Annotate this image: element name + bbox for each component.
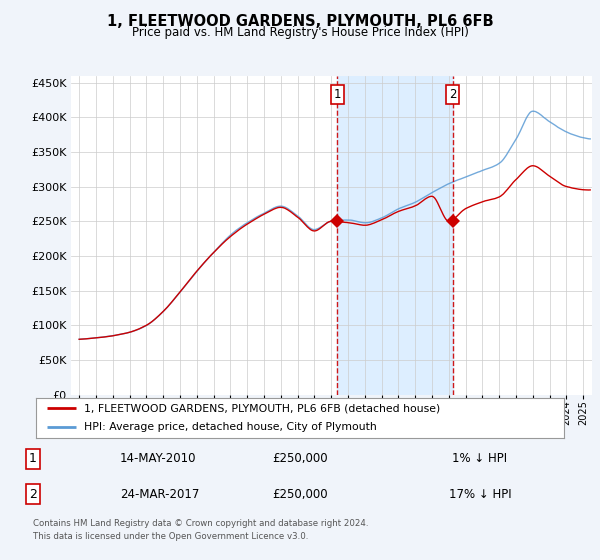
Text: 2: 2 xyxy=(29,488,37,501)
Text: Price paid vs. HM Land Registry's House Price Index (HPI): Price paid vs. HM Land Registry's House … xyxy=(131,26,469,39)
Text: Contains HM Land Registry data © Crown copyright and database right 2024.
This d: Contains HM Land Registry data © Crown c… xyxy=(33,519,368,540)
Text: 14-MAY-2010: 14-MAY-2010 xyxy=(120,452,197,465)
Text: 1% ↓ HPI: 1% ↓ HPI xyxy=(452,452,508,465)
Text: 1, FLEETWOOD GARDENS, PLYMOUTH, PL6 6FB: 1, FLEETWOOD GARDENS, PLYMOUTH, PL6 6FB xyxy=(107,14,493,29)
Text: 2: 2 xyxy=(449,88,457,101)
Text: 1: 1 xyxy=(29,452,37,465)
Bar xyxy=(337,76,452,395)
Text: 24-MAR-2017: 24-MAR-2017 xyxy=(120,488,199,501)
Text: HPI: Average price, detached house, City of Plymouth: HPI: Average price, detached house, City… xyxy=(83,422,376,432)
Text: 17% ↓ HPI: 17% ↓ HPI xyxy=(449,488,511,501)
Text: £250,000: £250,000 xyxy=(272,452,328,465)
Text: 1, FLEETWOOD GARDENS, PLYMOUTH, PL6 6FB (detached house): 1, FLEETWOOD GARDENS, PLYMOUTH, PL6 6FB … xyxy=(83,404,440,413)
Text: 1: 1 xyxy=(334,88,341,101)
Text: £250,000: £250,000 xyxy=(272,488,328,501)
